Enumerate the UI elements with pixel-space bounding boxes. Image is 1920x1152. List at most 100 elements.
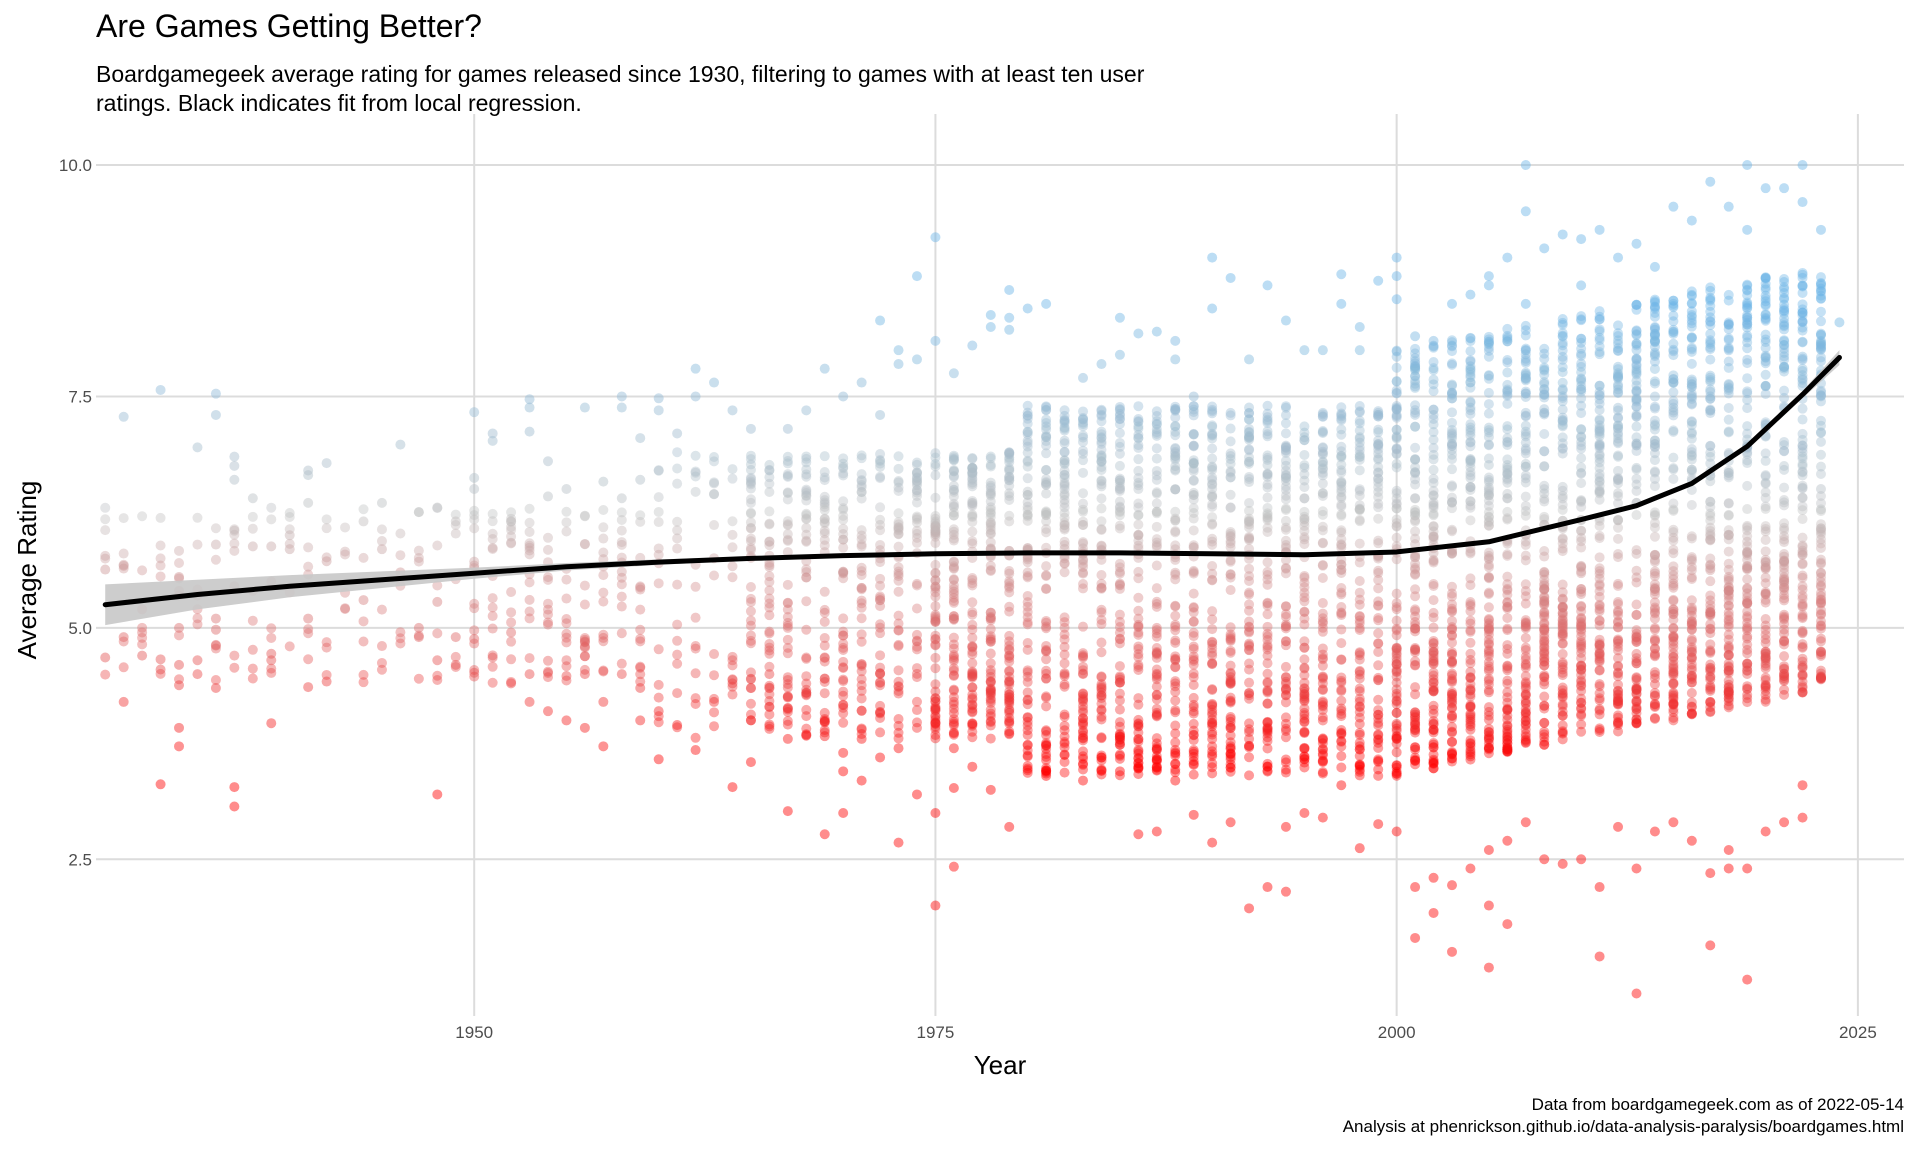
data-point bbox=[764, 645, 775, 656]
data-point bbox=[1280, 490, 1291, 501]
data-point bbox=[1114, 766, 1125, 777]
data-point bbox=[985, 528, 996, 539]
data-point bbox=[506, 537, 517, 548]
data-point bbox=[1151, 643, 1162, 654]
data-point bbox=[838, 566, 849, 577]
data-point bbox=[782, 806, 793, 817]
data-point bbox=[229, 782, 240, 793]
data-point bbox=[1686, 433, 1697, 444]
data-point bbox=[801, 653, 812, 664]
data-point bbox=[1114, 688, 1125, 699]
data-point bbox=[1373, 672, 1384, 683]
data-point bbox=[1059, 469, 1070, 480]
data-point bbox=[155, 553, 166, 564]
data-point bbox=[266, 502, 277, 513]
data-point bbox=[155, 560, 166, 571]
data-point bbox=[856, 469, 867, 480]
data-point bbox=[1004, 640, 1015, 651]
data-point bbox=[1705, 441, 1716, 452]
data-point bbox=[967, 671, 978, 682]
data-point bbox=[1004, 728, 1015, 739]
data-point bbox=[967, 470, 978, 481]
data-point bbox=[1373, 498, 1384, 509]
data-point bbox=[1576, 618, 1587, 629]
data-point bbox=[1133, 519, 1144, 530]
data-point bbox=[1797, 676, 1808, 687]
data-point bbox=[1262, 280, 1273, 291]
data-point bbox=[948, 586, 959, 597]
data-point bbox=[635, 624, 646, 635]
data-point bbox=[1668, 594, 1679, 605]
data-point bbox=[967, 597, 978, 608]
data-point bbox=[1022, 712, 1033, 723]
data-point bbox=[819, 656, 830, 667]
data-point bbox=[1022, 567, 1033, 578]
data-point bbox=[801, 490, 812, 501]
data-point bbox=[1447, 464, 1457, 475]
data-point bbox=[579, 580, 590, 591]
data-point bbox=[340, 522, 351, 533]
data-point bbox=[1041, 646, 1052, 657]
data-point bbox=[1354, 451, 1365, 462]
data-point bbox=[1723, 388, 1734, 399]
data-point bbox=[1576, 424, 1587, 435]
data-point bbox=[1078, 583, 1089, 594]
data-point bbox=[1022, 441, 1033, 452]
data-point bbox=[1742, 480, 1753, 491]
data-point bbox=[1391, 433, 1402, 444]
data-point bbox=[1022, 644, 1033, 655]
data-point bbox=[1022, 694, 1033, 705]
data-point bbox=[948, 655, 959, 666]
data-point bbox=[1649, 571, 1660, 582]
data-point bbox=[1059, 681, 1070, 692]
data-point bbox=[1299, 728, 1310, 739]
data-point bbox=[1041, 726, 1052, 737]
data-point bbox=[1410, 493, 1421, 504]
data-point bbox=[948, 685, 959, 696]
data-point bbox=[875, 619, 886, 630]
data-point bbox=[764, 478, 775, 489]
data-point bbox=[985, 611, 996, 622]
data-point bbox=[1317, 490, 1328, 501]
data-point bbox=[1723, 546, 1734, 557]
data-point bbox=[856, 685, 867, 696]
data-point bbox=[893, 720, 904, 731]
data-point bbox=[1004, 581, 1015, 592]
data-point bbox=[1760, 358, 1771, 369]
data-point bbox=[1465, 701, 1476, 712]
data-point bbox=[1576, 384, 1587, 395]
data-point bbox=[1004, 324, 1015, 335]
data-point bbox=[985, 668, 996, 679]
data-point bbox=[1059, 457, 1070, 468]
data-point bbox=[1705, 316, 1716, 327]
data-point bbox=[709, 693, 720, 704]
data-point bbox=[967, 718, 978, 729]
data-point bbox=[1299, 686, 1310, 697]
data-point bbox=[930, 693, 941, 704]
data-point bbox=[1465, 606, 1476, 617]
data-point bbox=[727, 674, 738, 685]
data-point bbox=[1151, 762, 1162, 773]
data-point bbox=[911, 789, 922, 800]
data-point bbox=[210, 674, 221, 685]
data-point bbox=[1502, 640, 1513, 651]
data-point bbox=[1114, 510, 1125, 521]
data-point bbox=[1705, 370, 1716, 381]
data-point bbox=[1207, 252, 1218, 263]
data-point bbox=[875, 471, 886, 482]
data-point bbox=[1354, 701, 1365, 712]
data-point bbox=[1188, 440, 1199, 451]
data-point bbox=[819, 652, 830, 663]
data-point bbox=[1133, 763, 1144, 774]
data-point bbox=[1022, 612, 1033, 623]
data-point bbox=[543, 706, 553, 717]
data-point bbox=[1760, 487, 1771, 498]
data-point bbox=[838, 510, 849, 521]
data-point bbox=[653, 492, 664, 503]
data-point bbox=[1723, 333, 1734, 344]
data-point bbox=[1649, 687, 1660, 698]
data-point bbox=[764, 464, 775, 475]
data-point bbox=[579, 510, 590, 521]
data-point bbox=[930, 721, 941, 732]
data-point bbox=[210, 539, 221, 550]
